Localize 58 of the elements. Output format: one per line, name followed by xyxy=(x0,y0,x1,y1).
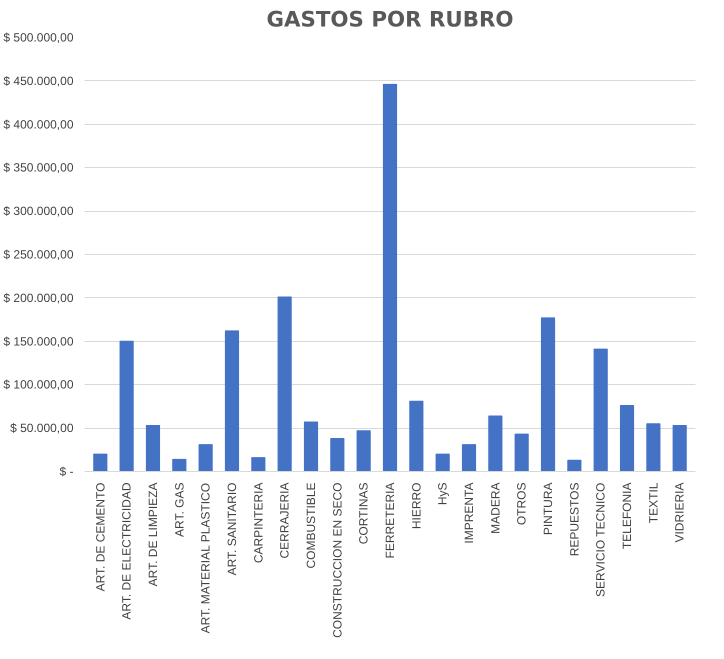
bar xyxy=(330,438,344,472)
x-tick-label: HIERRO xyxy=(409,482,424,530)
x-tick-label: ART. SANITARIO xyxy=(224,482,239,576)
bar xyxy=(172,458,186,472)
bar xyxy=(304,422,318,472)
y-tick-label: $ 50.000,00 xyxy=(10,421,74,436)
x-tick-label: HyS xyxy=(436,482,450,506)
x-tick-label: OTROS xyxy=(514,482,529,526)
bar xyxy=(382,84,398,472)
x-tick-label: MADERA xyxy=(488,482,502,534)
y-tick-label: $ 400.000,00 xyxy=(3,117,74,132)
y-tick-label: $ 200.000,00 xyxy=(3,290,74,305)
bar xyxy=(646,423,660,472)
bar xyxy=(436,454,450,472)
y-tick-label: $ 450.000,00 xyxy=(3,74,74,88)
bar xyxy=(120,340,134,472)
y-tick-label: $ 100.000,00 xyxy=(3,378,74,392)
chart-title: GASTOS POR RUBRO xyxy=(266,8,514,32)
y-tick-label: $ 300.000,00 xyxy=(3,204,74,218)
x-tick-label: CARPINTERIA xyxy=(251,482,266,564)
x-tick-label: TELEFONIA xyxy=(620,482,634,550)
bar xyxy=(198,444,213,472)
bar xyxy=(251,457,266,472)
bar xyxy=(146,424,160,472)
x-tick-label: CORTINAS xyxy=(356,482,371,544)
x-tick-label: SERVICIO TECNICO xyxy=(594,482,608,597)
x-tick-label: ART. DE CEMENTO xyxy=(93,482,108,592)
x-tick-label: VIDRIERIA xyxy=(672,482,687,543)
x-tick-label: ART. DE ELECTRICIDAD xyxy=(120,482,134,620)
x-tick-label: IMPRENTA xyxy=(462,482,476,544)
bar xyxy=(514,434,529,472)
x-tick-label: ART. MATERIAL PLASTICO xyxy=(198,482,213,634)
x-tick-label: ART. DE LIMPIEZA xyxy=(146,482,160,586)
bar xyxy=(620,405,634,472)
y-tick-label: $ 250.000,00 xyxy=(3,248,74,262)
bar xyxy=(278,296,292,472)
y-tick-label: $ 150.000,00 xyxy=(3,334,74,348)
x-tick-label: CONSTRUCCION EN SECO xyxy=(330,482,344,638)
bar xyxy=(567,460,582,472)
x-tick-label: REPUESTOS xyxy=(567,482,582,556)
x-tick-label: TEXTIL xyxy=(646,482,660,524)
bar xyxy=(224,330,240,472)
bar xyxy=(540,317,556,472)
bar xyxy=(488,415,502,472)
bar xyxy=(594,348,608,472)
y-tick-label: $ 500.000,00 xyxy=(3,30,74,44)
bar xyxy=(409,400,424,472)
bar xyxy=(356,430,371,472)
x-tick-label: FERRETERIA xyxy=(383,482,397,559)
bar xyxy=(672,424,687,472)
x-tick-label: CERRAJERIA xyxy=(278,482,292,559)
y-tick-label: $ 350.000,00 xyxy=(3,160,74,175)
x-tick-label: ART. GAS xyxy=(172,482,186,537)
x-tick-label: COMBUSTIBLE xyxy=(304,482,318,569)
bar xyxy=(93,454,108,472)
y-tick-label: $ - xyxy=(59,464,74,478)
x-tick-label: PINTURA xyxy=(541,482,556,536)
bar xyxy=(462,444,476,472)
